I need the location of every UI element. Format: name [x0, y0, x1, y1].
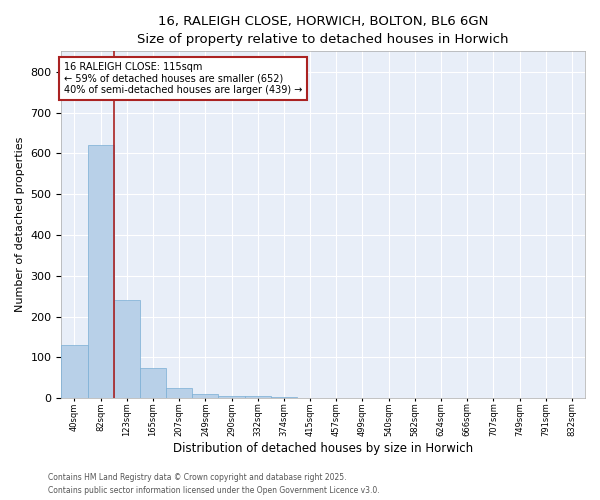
Bar: [218, 396, 245, 398]
Bar: [140, 368, 166, 398]
Bar: [88, 145, 114, 399]
Text: Contains HM Land Registry data © Crown copyright and database right 2025.
Contai: Contains HM Land Registry data © Crown c…: [48, 473, 380, 495]
Bar: [61, 345, 88, 399]
Bar: [245, 396, 271, 398]
Bar: [193, 394, 218, 398]
Text: 16 RALEIGH CLOSE: 115sqm
← 59% of detached houses are smaller (652)
40% of semi-: 16 RALEIGH CLOSE: 115sqm ← 59% of detach…: [64, 62, 302, 94]
Y-axis label: Number of detached properties: Number of detached properties: [15, 137, 25, 312]
X-axis label: Distribution of detached houses by size in Horwich: Distribution of detached houses by size …: [173, 442, 473, 455]
Bar: [114, 300, 140, 398]
Title: 16, RALEIGH CLOSE, HORWICH, BOLTON, BL6 6GN
Size of property relative to detache: 16, RALEIGH CLOSE, HORWICH, BOLTON, BL6 …: [137, 15, 509, 46]
Bar: [166, 388, 193, 398]
